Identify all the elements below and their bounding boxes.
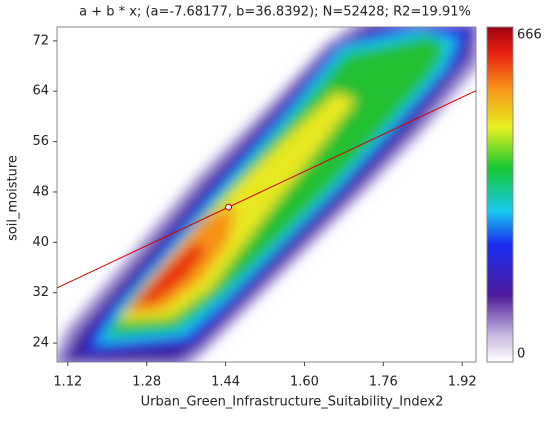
colorbar-tick-label: 0 <box>517 347 525 362</box>
y-tick-label: 64 <box>32 84 49 99</box>
y-tick-label: 32 <box>32 285 49 300</box>
y-tick-label: 56 <box>32 134 49 149</box>
y-tick-label: 48 <box>32 184 49 199</box>
chart-title: a + b * x; (a=-7.68177, b=36.8392); N=52… <box>79 5 471 20</box>
x-tick-label: 1.44 <box>211 375 240 390</box>
mean-point <box>225 203 233 211</box>
x-tick-label: 1.76 <box>369 375 398 390</box>
x-tick-label: 1.12 <box>53 375 82 390</box>
y-axis-label: soil_moisture <box>6 155 21 241</box>
y-tick-label: 72 <box>32 33 49 48</box>
x-tick-label: 1.28 <box>132 375 161 390</box>
density-field <box>57 27 476 362</box>
x-tick-label: 1.60 <box>290 375 319 390</box>
colorbar <box>486 26 514 363</box>
x-tick-label: 1.92 <box>448 375 477 390</box>
density-blob <box>134 242 206 304</box>
colorbar-tick-label: 666 <box>517 28 542 43</box>
x-axis-label: Urban_Green_Infrastructure_Suitability_I… <box>141 395 444 410</box>
y-tick-label: 40 <box>32 235 49 250</box>
y-tick-label: 24 <box>32 336 49 351</box>
regression-line <box>56 90 477 289</box>
